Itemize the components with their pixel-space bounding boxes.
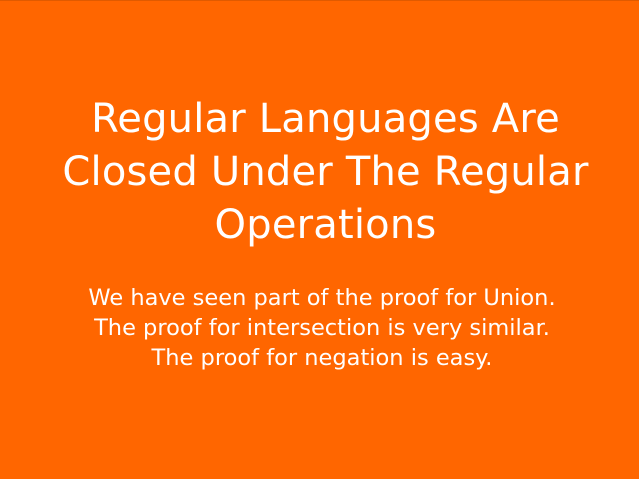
slide-body-text: We have seen part of the proof for Union… bbox=[88, 285, 556, 371]
slide-title: Regular Languages Are Closed Under The R… bbox=[62, 96, 589, 248]
